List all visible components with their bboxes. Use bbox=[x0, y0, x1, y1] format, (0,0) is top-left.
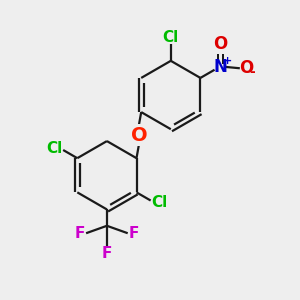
Text: +: + bbox=[222, 56, 232, 66]
Text: O: O bbox=[130, 126, 147, 145]
Text: F: F bbox=[129, 226, 140, 241]
Text: -: - bbox=[249, 65, 255, 79]
Text: N: N bbox=[214, 58, 227, 76]
Text: Cl: Cl bbox=[163, 30, 179, 45]
Text: F: F bbox=[102, 246, 112, 261]
Text: F: F bbox=[74, 226, 85, 241]
Text: Cl: Cl bbox=[151, 194, 167, 209]
Text: Cl: Cl bbox=[47, 141, 63, 156]
Text: O: O bbox=[238, 59, 253, 77]
Text: O: O bbox=[213, 35, 228, 53]
